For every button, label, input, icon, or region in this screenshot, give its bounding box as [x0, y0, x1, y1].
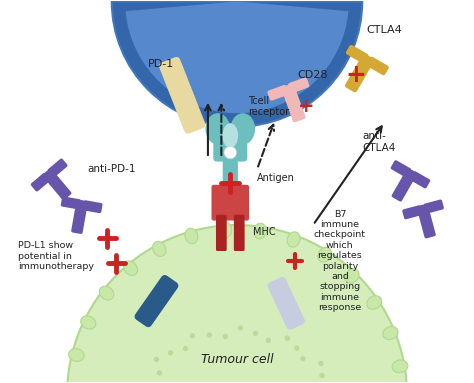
FancyBboxPatch shape	[418, 209, 436, 238]
Ellipse shape	[100, 286, 114, 300]
Ellipse shape	[367, 296, 382, 309]
Ellipse shape	[345, 269, 359, 283]
Ellipse shape	[318, 247, 331, 262]
Ellipse shape	[265, 337, 271, 343]
Ellipse shape	[294, 345, 300, 351]
FancyBboxPatch shape	[31, 173, 51, 192]
FancyBboxPatch shape	[423, 200, 444, 214]
Ellipse shape	[300, 356, 306, 362]
FancyBboxPatch shape	[216, 215, 227, 251]
Ellipse shape	[168, 350, 173, 355]
Ellipse shape	[418, 205, 428, 214]
FancyBboxPatch shape	[410, 171, 430, 188]
Text: B7
immune
checkpoint
which
regulates
polarity
and
stopping
immune
response: B7 immune checkpoint which regulates pol…	[314, 210, 366, 312]
Text: CD28: CD28	[297, 70, 328, 80]
FancyBboxPatch shape	[159, 57, 205, 134]
Text: +: +	[298, 97, 315, 116]
Ellipse shape	[254, 223, 266, 239]
Ellipse shape	[287, 232, 300, 247]
Ellipse shape	[153, 241, 166, 256]
Text: CTLA4: CTLA4	[367, 25, 402, 36]
Ellipse shape	[284, 85, 293, 93]
FancyBboxPatch shape	[391, 160, 411, 178]
FancyBboxPatch shape	[267, 85, 289, 101]
Ellipse shape	[362, 56, 372, 65]
Ellipse shape	[392, 360, 408, 373]
Text: PD-1: PD-1	[147, 59, 174, 69]
Ellipse shape	[222, 123, 238, 148]
Ellipse shape	[319, 373, 325, 378]
FancyBboxPatch shape	[213, 123, 247, 162]
Text: Tumour cell: Tumour cell	[201, 353, 273, 366]
FancyBboxPatch shape	[135, 275, 178, 327]
FancyBboxPatch shape	[82, 200, 102, 213]
FancyBboxPatch shape	[288, 77, 310, 93]
Ellipse shape	[157, 370, 162, 376]
Wedge shape	[112, 2, 362, 127]
Ellipse shape	[205, 113, 230, 144]
Text: Tcell
receptor: Tcell receptor	[248, 96, 289, 117]
Ellipse shape	[223, 334, 228, 339]
Text: PD-L1 show
potential in
immunotherapy: PD-L1 show potential in immunotherapy	[18, 241, 94, 271]
Ellipse shape	[406, 170, 415, 179]
Text: +: +	[345, 63, 366, 87]
Ellipse shape	[81, 316, 96, 329]
FancyBboxPatch shape	[61, 196, 81, 210]
FancyBboxPatch shape	[392, 173, 415, 201]
FancyBboxPatch shape	[211, 185, 231, 221]
Ellipse shape	[230, 113, 255, 144]
Ellipse shape	[207, 332, 212, 338]
FancyBboxPatch shape	[71, 205, 87, 234]
FancyBboxPatch shape	[229, 185, 249, 221]
Text: MHC: MHC	[253, 227, 275, 237]
Wedge shape	[67, 225, 407, 383]
FancyBboxPatch shape	[47, 159, 68, 177]
FancyBboxPatch shape	[402, 205, 423, 219]
FancyBboxPatch shape	[223, 154, 238, 189]
Ellipse shape	[224, 146, 237, 159]
Text: anti-
CTLA4: anti- CTLA4	[362, 131, 396, 153]
Ellipse shape	[237, 325, 243, 331]
Ellipse shape	[253, 331, 258, 336]
Ellipse shape	[190, 333, 195, 339]
Ellipse shape	[183, 346, 188, 351]
Ellipse shape	[154, 357, 159, 362]
Text: Antigen: Antigen	[257, 173, 295, 183]
Text: anti-PD-1: anti-PD-1	[87, 164, 136, 174]
Ellipse shape	[285, 336, 290, 341]
Ellipse shape	[219, 222, 232, 238]
FancyBboxPatch shape	[268, 277, 305, 330]
Ellipse shape	[44, 170, 54, 180]
FancyBboxPatch shape	[346, 45, 368, 64]
FancyBboxPatch shape	[234, 215, 245, 251]
FancyBboxPatch shape	[366, 57, 389, 75]
Wedge shape	[126, 2, 348, 113]
Ellipse shape	[318, 361, 324, 366]
FancyBboxPatch shape	[345, 56, 373, 92]
Ellipse shape	[69, 349, 84, 361]
FancyBboxPatch shape	[283, 87, 306, 122]
FancyBboxPatch shape	[46, 172, 72, 200]
Ellipse shape	[185, 228, 198, 244]
Ellipse shape	[383, 327, 398, 340]
Ellipse shape	[124, 261, 137, 275]
Ellipse shape	[77, 200, 87, 209]
